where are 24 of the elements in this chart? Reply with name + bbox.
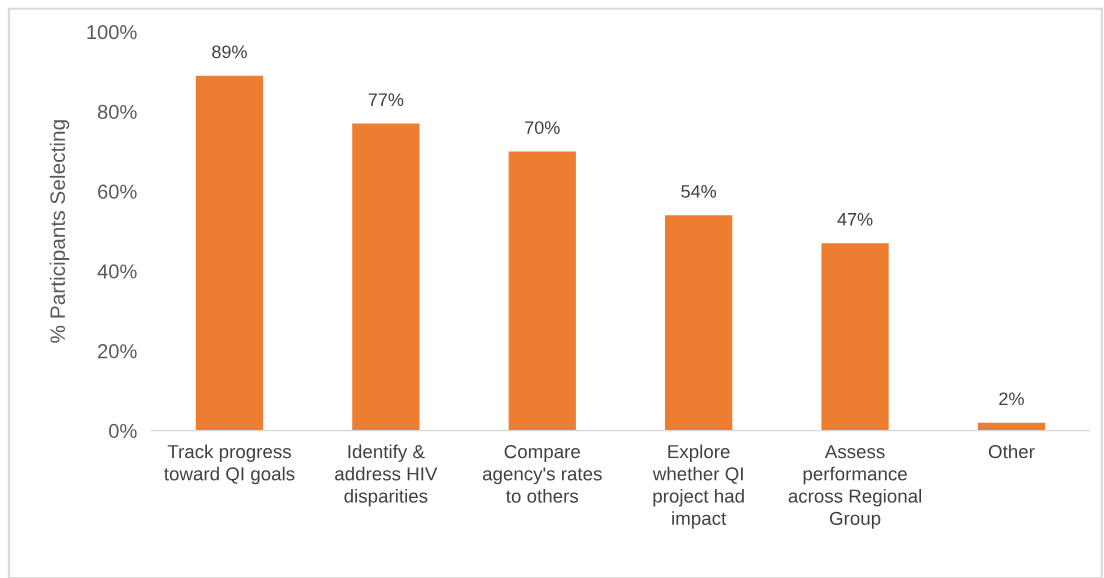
x-tick-label: Track progress toward QI goals — [164, 444, 295, 485]
y-tick-label: 0% — [109, 423, 137, 439]
x-tick-label: Identify & address HIV disparities — [335, 444, 438, 507]
y-tick-label: 100% — [87, 25, 137, 40]
y-tick-label: 80% — [97, 104, 137, 120]
bar — [665, 215, 733, 431]
data-label: 2% — [999, 392, 1024, 406]
bar — [508, 151, 576, 431]
x-tick-label: Compare agency's rates to others — [482, 444, 602, 503]
data-label: 47% — [837, 213, 873, 226]
x-tick-label: Explore whether QI project had impact — [652, 444, 744, 529]
data-label: 89% — [212, 45, 247, 59]
bar — [352, 123, 420, 431]
y-axis-title: % Participants Selecting — [49, 120, 70, 343]
y-tick-label: 40% — [97, 264, 137, 279]
bar — [195, 75, 264, 431]
bar — [821, 243, 889, 431]
data-label: 54% — [681, 185, 717, 198]
x-tick-label: Assess performance across Regional Group — [788, 445, 922, 529]
x-tick-label: Other — [988, 444, 1035, 459]
y-tick-label: 60% — [98, 184, 137, 199]
y-tick-label: 20% — [98, 344, 137, 359]
data-label: 77% — [368, 93, 404, 106]
data-label: 70% — [525, 121, 560, 134]
